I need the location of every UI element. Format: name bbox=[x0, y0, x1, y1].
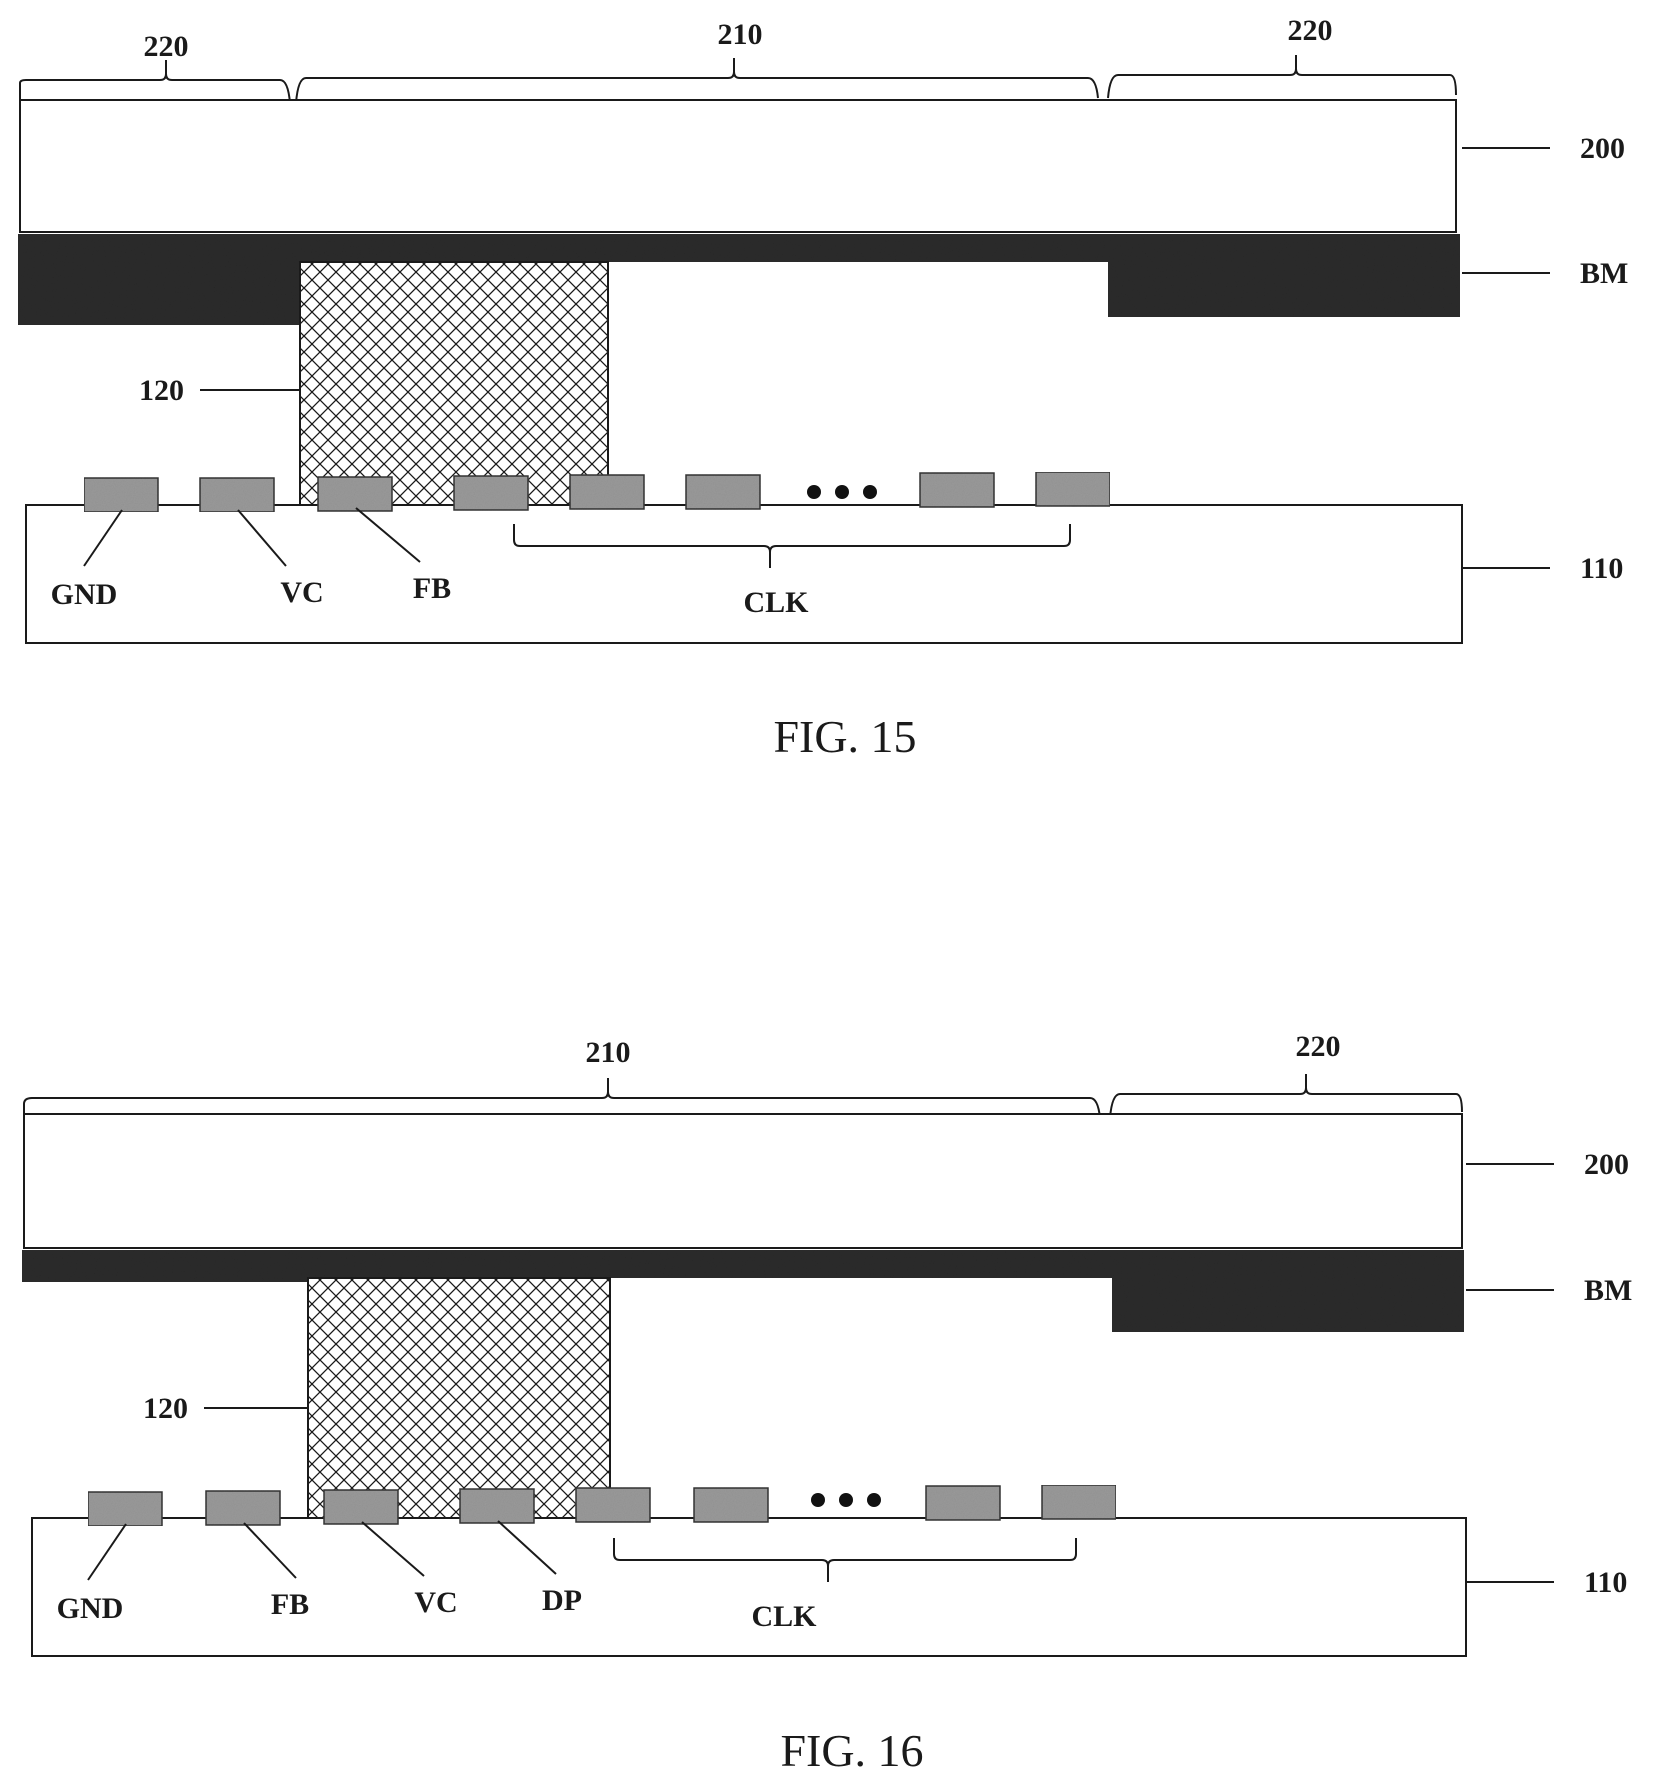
figure-caption: FIG. 15 bbox=[773, 711, 916, 762]
pad-clk-4 bbox=[1042, 1485, 1116, 1519]
brace-220-right bbox=[1108, 69, 1456, 98]
pad-clk-1 bbox=[576, 1488, 650, 1522]
label-clk: CLK bbox=[751, 1600, 817, 1633]
bottom-substrate-110 bbox=[26, 505, 1462, 643]
pad-clk-1 bbox=[454, 476, 528, 510]
pad-gnd bbox=[84, 478, 158, 512]
label-200: 200 bbox=[1580, 132, 1625, 165]
pad-dp bbox=[460, 1489, 534, 1523]
bottom-substrate-110 bbox=[32, 1518, 1466, 1656]
black-matrix bbox=[22, 1250, 1464, 1332]
brace-220-left bbox=[20, 74, 290, 103]
label-220: 220 bbox=[1296, 1030, 1341, 1063]
label-210: 210 bbox=[586, 1036, 631, 1069]
label-vc: VC bbox=[280, 576, 323, 609]
label-bm: BM bbox=[1580, 257, 1628, 290]
pad-clk-2 bbox=[694, 1488, 768, 1522]
label-fb: FB bbox=[413, 572, 451, 605]
pad-clk-3 bbox=[686, 475, 760, 509]
pad-vc bbox=[200, 478, 274, 512]
figure-15: 220 210 220 CLK bbox=[18, 14, 1628, 762]
label-200: 200 bbox=[1584, 1148, 1629, 1181]
pad-gnd bbox=[88, 1492, 162, 1526]
ellipsis-dots bbox=[807, 485, 877, 499]
label-dp: DP bbox=[542, 1584, 582, 1617]
top-substrate-200 bbox=[20, 100, 1456, 232]
top-substrate-200 bbox=[24, 1114, 1462, 1248]
figure-16: 210 220 CLK GND FB VC bbox=[22, 1030, 1632, 1776]
label-bm: BM bbox=[1584, 1274, 1632, 1307]
pad-row bbox=[84, 472, 1110, 512]
label-110: 110 bbox=[1584, 1566, 1627, 1599]
ellipsis-dots bbox=[811, 1493, 881, 1507]
pad-fb bbox=[206, 1491, 280, 1525]
label-vc: VC bbox=[414, 1586, 457, 1619]
spacer-120 bbox=[300, 262, 608, 510]
label-120: 120 bbox=[143, 1392, 188, 1425]
spacer-120 bbox=[308, 1278, 610, 1524]
label-gnd: GND bbox=[57, 1592, 124, 1625]
pad-clk-2 bbox=[570, 475, 644, 509]
label-gnd: GND bbox=[51, 578, 118, 611]
figure-caption: FIG. 16 bbox=[780, 1725, 923, 1776]
label-120: 120 bbox=[139, 374, 184, 407]
pad-clk-5 bbox=[1036, 472, 1110, 506]
pad-fb bbox=[318, 477, 392, 511]
label-220-right: 220 bbox=[1288, 14, 1333, 47]
brace-210 bbox=[296, 72, 1098, 103]
pad-clk-4 bbox=[920, 473, 994, 507]
label-220-left: 220 bbox=[144, 30, 189, 63]
label-210: 210 bbox=[718, 18, 763, 51]
pad-vc bbox=[324, 1490, 398, 1524]
label-fb: FB bbox=[271, 1588, 309, 1621]
label-clk: CLK bbox=[743, 586, 809, 619]
label-110: 110 bbox=[1580, 552, 1623, 585]
pad-row bbox=[88, 1485, 1116, 1526]
pad-clk-3 bbox=[926, 1486, 1000, 1520]
black-matrix bbox=[18, 234, 1460, 325]
